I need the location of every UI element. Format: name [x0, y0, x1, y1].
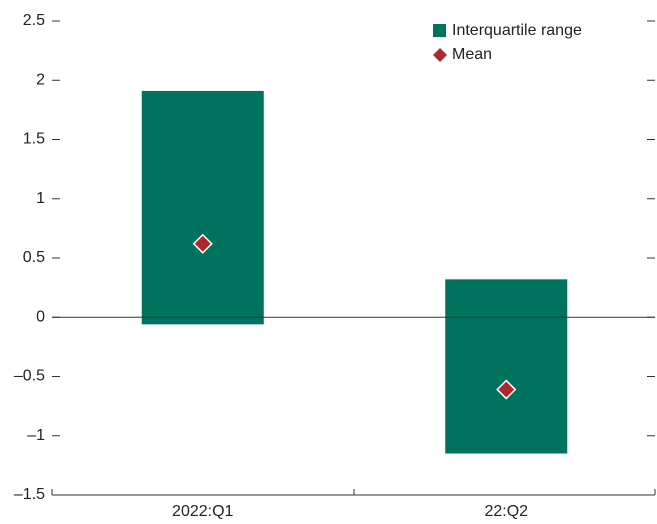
iqr-bar	[141, 90, 264, 325]
x-tick-label: 2022:Q1	[172, 503, 233, 520]
y-tick-label: 0	[36, 308, 45, 325]
mean-marker	[496, 379, 517, 400]
legend-label: Mean	[452, 46, 492, 63]
y-tick-label: 2.5	[23, 12, 45, 29]
y-tick-label: 2	[36, 71, 45, 88]
y-tick-label: 0.5	[23, 249, 45, 266]
legend-swatch	[433, 24, 446, 37]
y-tick-label: –1.5	[14, 486, 45, 503]
mean-marker	[192, 233, 213, 254]
y-tick-label: –0.5	[14, 368, 45, 385]
y-tick-label: 1.5	[23, 131, 45, 148]
x-tick-label: 22:Q2	[484, 503, 528, 520]
legend-label: Interquartile range	[452, 22, 582, 39]
legend-swatch	[433, 48, 447, 62]
y-tick-label: –1	[27, 427, 45, 444]
y-tick-label: 1	[36, 190, 45, 207]
iqr-bar	[445, 279, 568, 454]
